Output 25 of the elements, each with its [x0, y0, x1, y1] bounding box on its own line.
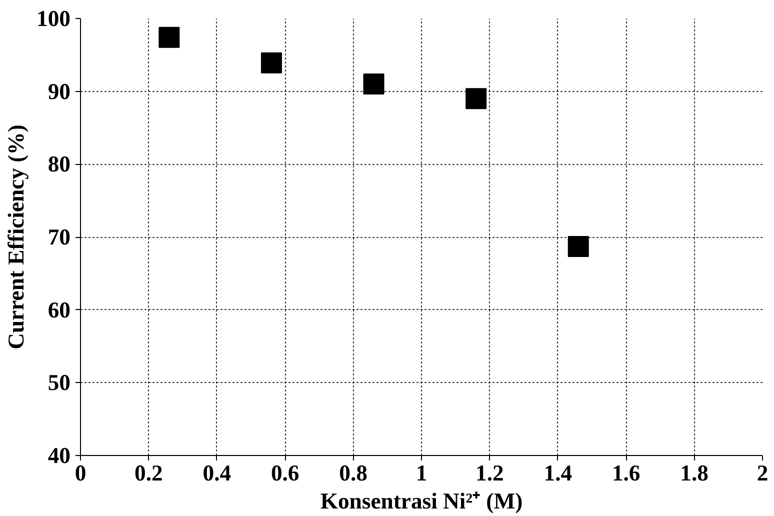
y-tick-label: 60: [48, 297, 70, 322]
x-tick-label: 2: [756, 460, 768, 486]
x-tick-label: 1.2: [476, 460, 504, 486]
x-tick-label: 1.8: [680, 460, 708, 486]
y-tick-label: 70: [48, 224, 70, 250]
x-tick-label: 1: [416, 460, 428, 486]
y-axis-title: Current Efficiency (%): [4, 124, 29, 350]
point: [260, 52, 282, 74]
x-tick-label: 1.6: [612, 460, 640, 486]
x-tick-label: 0.6: [270, 460, 300, 486]
y-tick-label: 100: [36, 6, 70, 31]
y-tick-label: 40: [48, 443, 70, 468]
point: [568, 236, 589, 257]
x-tick-label: 0.2: [134, 460, 163, 486]
y-tick-label: 90: [48, 78, 70, 104]
x-tick-label: 0.8: [339, 460, 368, 486]
x-axis-title: Konsentrasi Ni²⁺ (M): [320, 488, 523, 514]
point: [158, 26, 180, 48]
x-tick-label: 1.4: [544, 460, 572, 486]
y-tick-label: 50: [48, 370, 70, 396]
x-tick-label: 0: [74, 460, 86, 486]
x-tick-label: 0.4: [202, 460, 232, 486]
y-tick-label: 80: [48, 152, 70, 177]
point: [363, 74, 384, 95]
point: [466, 88, 487, 110]
